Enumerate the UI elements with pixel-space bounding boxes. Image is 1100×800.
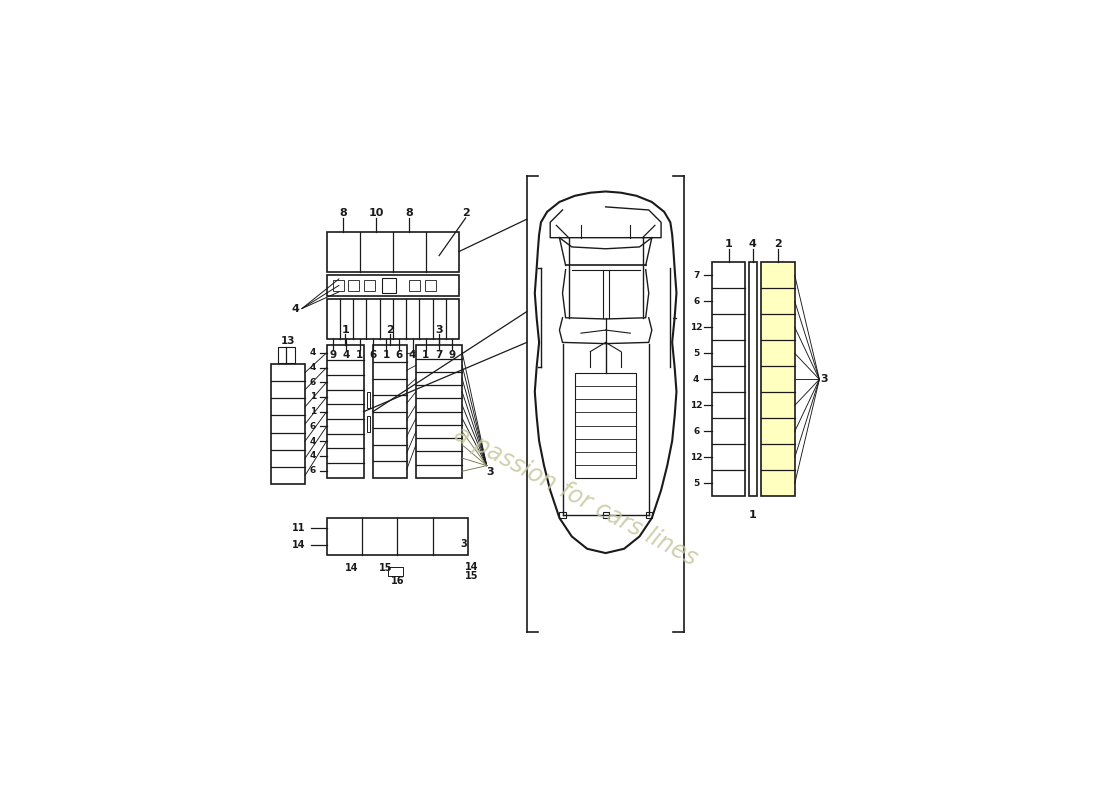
Bar (366, 392, 370, 408)
Bar (603, 512, 608, 518)
Text: a passion for cars lines: a passion for cars lines (451, 422, 702, 570)
Text: 2: 2 (386, 325, 394, 335)
Bar (327, 274, 459, 296)
Text: 9: 9 (330, 350, 337, 360)
Text: 3: 3 (461, 539, 468, 549)
Bar (327, 518, 469, 555)
Text: 3: 3 (821, 374, 828, 384)
Text: 2: 2 (774, 239, 782, 249)
Text: 13: 13 (280, 335, 295, 346)
Text: 4: 4 (310, 437, 316, 446)
Text: 3: 3 (436, 325, 443, 335)
Text: 15: 15 (464, 571, 478, 582)
Text: 4: 4 (310, 363, 316, 372)
Bar (327, 346, 363, 478)
Bar (278, 347, 295, 362)
Text: 14: 14 (292, 539, 305, 550)
Text: 6: 6 (396, 350, 403, 360)
Text: 6: 6 (693, 297, 700, 306)
Text: 1: 1 (383, 350, 389, 360)
Bar (332, 279, 344, 291)
Text: 3: 3 (486, 466, 494, 477)
Bar (366, 416, 370, 431)
Text: 8: 8 (406, 208, 414, 218)
Text: 16: 16 (390, 576, 404, 586)
Text: 4: 4 (409, 350, 417, 360)
Text: 6: 6 (310, 378, 316, 386)
Bar (748, 262, 757, 496)
Text: 7: 7 (436, 350, 443, 360)
Text: 9: 9 (449, 350, 456, 360)
Text: 4: 4 (310, 348, 316, 358)
Text: 1: 1 (725, 239, 733, 249)
Text: 1: 1 (310, 393, 316, 402)
Bar (271, 364, 305, 484)
Text: 15: 15 (379, 563, 393, 574)
Text: 10: 10 (368, 208, 384, 218)
Text: 14: 14 (464, 562, 478, 572)
Bar (327, 231, 459, 271)
Text: 1: 1 (422, 350, 429, 360)
Bar (382, 278, 396, 293)
Bar (712, 262, 746, 496)
Bar (426, 279, 437, 291)
Text: 6: 6 (310, 422, 316, 431)
Text: 14: 14 (345, 563, 359, 574)
Bar (387, 567, 403, 577)
Text: 8: 8 (339, 208, 346, 218)
Text: 7: 7 (693, 271, 700, 280)
Text: 12: 12 (690, 401, 703, 410)
Bar (363, 279, 375, 291)
Bar (348, 279, 360, 291)
Text: 12: 12 (690, 323, 703, 332)
Text: 5: 5 (693, 479, 700, 488)
Bar (373, 346, 407, 478)
Text: 6: 6 (370, 350, 376, 360)
Text: 4: 4 (693, 375, 700, 384)
Text: 1: 1 (310, 407, 316, 416)
Bar (416, 346, 462, 478)
Text: 4: 4 (310, 451, 316, 460)
Bar (409, 279, 420, 291)
Bar (327, 299, 459, 339)
Text: 5: 5 (693, 349, 700, 358)
Text: 1: 1 (356, 350, 363, 360)
Bar (646, 512, 652, 518)
Bar (575, 373, 637, 478)
Text: 6: 6 (693, 427, 700, 436)
Text: 6: 6 (310, 466, 316, 475)
Text: 4: 4 (343, 350, 350, 360)
Text: 1: 1 (341, 325, 349, 335)
Bar (560, 512, 565, 518)
Text: 1: 1 (749, 510, 757, 520)
Text: 11: 11 (292, 523, 305, 534)
Text: 4: 4 (292, 303, 299, 314)
Text: 2: 2 (462, 208, 470, 218)
Text: 12: 12 (690, 453, 703, 462)
Text: 4: 4 (749, 239, 757, 249)
Bar (761, 262, 794, 496)
